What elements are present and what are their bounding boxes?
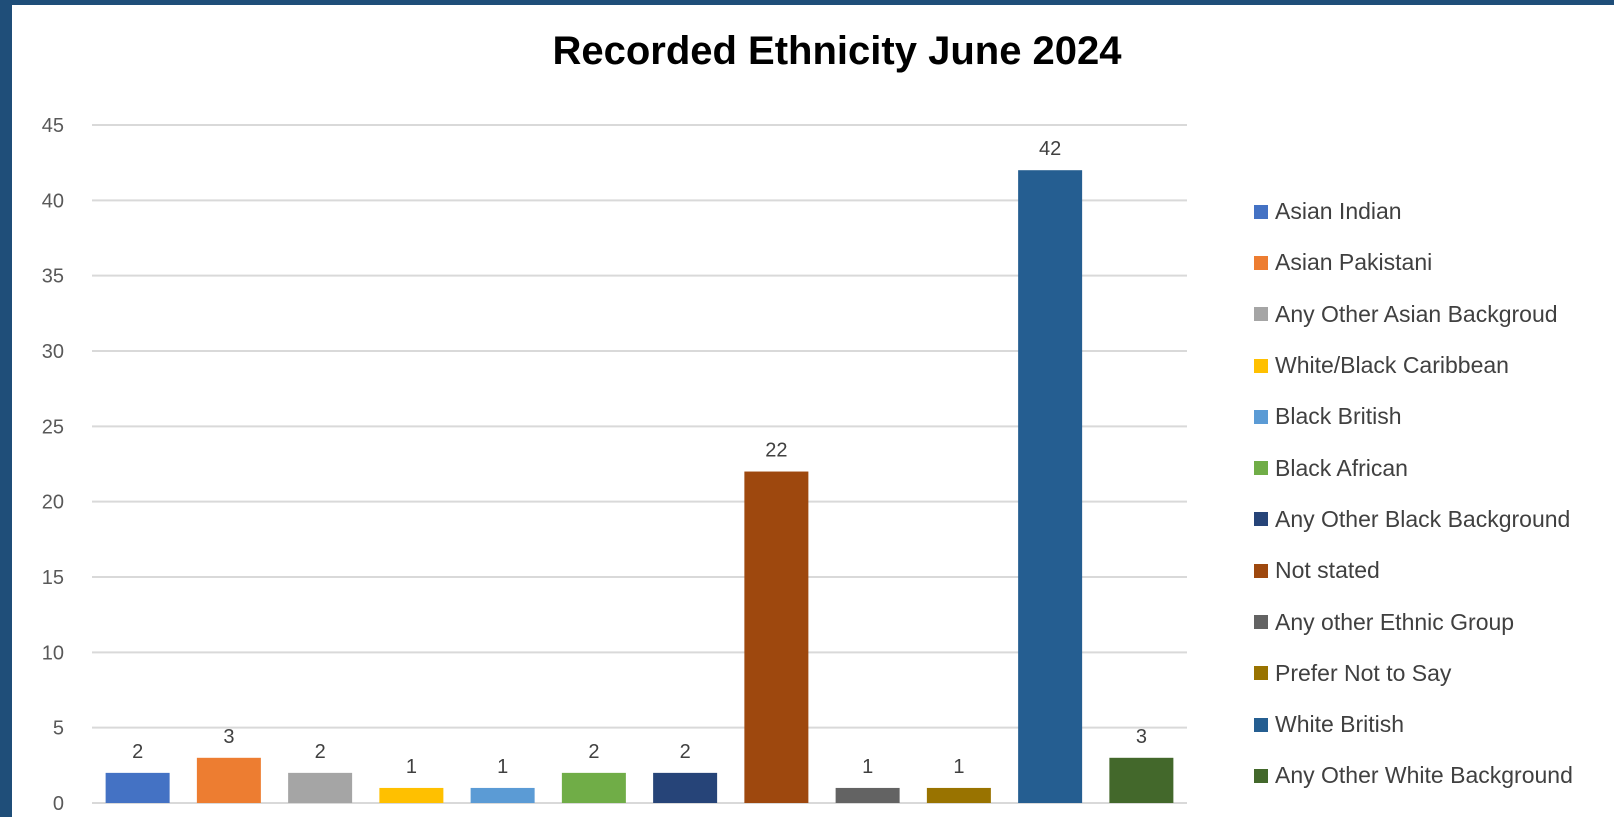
data-label: 2 bbox=[588, 741, 599, 763]
bar bbox=[288, 772, 353, 803]
legend-swatch bbox=[1254, 717, 1268, 732]
legend-swatch bbox=[1254, 512, 1268, 527]
legend-label: Black British bbox=[1275, 403, 1402, 430]
bar bbox=[196, 757, 261, 803]
y-tick-label: 40 bbox=[42, 190, 64, 212]
bar bbox=[1018, 170, 1083, 803]
legend-label: White/Black Caribbean bbox=[1275, 352, 1509, 379]
data-label: 1 bbox=[953, 756, 964, 778]
data-label: 3 bbox=[1136, 726, 1147, 748]
legend-label: Asian Indian bbox=[1275, 198, 1402, 225]
legend-label: Any Other White Background bbox=[1275, 762, 1573, 789]
bar bbox=[926, 787, 991, 803]
bar bbox=[561, 772, 626, 803]
legend-swatch bbox=[1254, 666, 1268, 681]
legend-swatch bbox=[1254, 461, 1268, 476]
legend-item: Black African bbox=[1254, 442, 1573, 493]
legend-swatch bbox=[1254, 204, 1268, 219]
chart-area: Recorded Ethnicity June 2024 0 5 10 15 20 25 3… bbox=[12, 5, 1614, 817]
bar bbox=[379, 787, 444, 803]
legend-item: Any other Ethnic Group bbox=[1254, 596, 1573, 647]
y-tick-label: 25 bbox=[42, 416, 64, 438]
bar bbox=[1109, 757, 1174, 803]
y-tick-label: 45 bbox=[42, 115, 64, 137]
bar bbox=[470, 787, 535, 803]
legend-label: Any other Ethnic Group bbox=[1275, 608, 1515, 635]
legend-swatch bbox=[1254, 358, 1268, 373]
data-label: 3 bbox=[223, 726, 234, 748]
chart-legend: Asian Indian Asian Pakistani Any Other Asi… bbox=[1254, 186, 1573, 802]
legend-label: Any Other Asian Backgroud bbox=[1275, 300, 1558, 327]
data-label: 2 bbox=[315, 741, 326, 763]
legend-label: Prefer Not to Say bbox=[1275, 659, 1452, 686]
legend-item: Any Other White Background bbox=[1254, 750, 1573, 801]
legend-label: Not stated bbox=[1275, 557, 1380, 584]
data-label: 2 bbox=[132, 741, 143, 763]
bar bbox=[744, 471, 809, 803]
legend-item: Black British bbox=[1254, 391, 1573, 442]
data-label: 22 bbox=[765, 440, 787, 462]
bar bbox=[653, 772, 718, 803]
legend-label: White British bbox=[1275, 711, 1405, 738]
y-tick-label: 35 bbox=[42, 266, 64, 288]
legend-swatch bbox=[1254, 409, 1268, 424]
data-label: 2 bbox=[680, 741, 691, 763]
data-label: 42 bbox=[1039, 138, 1061, 160]
legend-swatch bbox=[1254, 768, 1268, 783]
legend-item: Any Other Black Background bbox=[1254, 494, 1573, 545]
y-tick-label: 0 bbox=[53, 793, 64, 815]
legend-item: Asian Pakistani bbox=[1254, 237, 1573, 288]
legend-swatch bbox=[1254, 307, 1268, 322]
legend-label: Asian Pakistani bbox=[1275, 249, 1433, 276]
y-tick-label: 10 bbox=[42, 642, 64, 664]
legend-item: Not stated bbox=[1254, 545, 1573, 596]
legend-item: Any Other Asian Backgroud bbox=[1254, 289, 1573, 340]
y-tick-label: 20 bbox=[42, 492, 64, 514]
y-tick-label: 30 bbox=[42, 341, 64, 363]
legend-item: White British bbox=[1254, 699, 1573, 750]
legend-swatch bbox=[1254, 563, 1268, 578]
legend-label: Black African bbox=[1275, 454, 1408, 481]
legend-swatch bbox=[1254, 255, 1268, 270]
data-label: 1 bbox=[406, 756, 417, 778]
chart-title: Recorded Ethnicity June 2024 bbox=[552, 29, 1122, 73]
legend-item: White/Black Caribbean bbox=[1254, 340, 1573, 391]
legend-item: Prefer Not to Say bbox=[1254, 648, 1573, 699]
y-tick-label: 5 bbox=[53, 718, 64, 740]
bar bbox=[105, 772, 170, 803]
legend-swatch bbox=[1254, 615, 1268, 630]
bar bbox=[835, 787, 900, 803]
data-label: 1 bbox=[862, 756, 873, 778]
data-label: 1 bbox=[497, 756, 508, 778]
y-tick-label: 15 bbox=[42, 567, 64, 589]
legend-item: Asian Indian bbox=[1254, 186, 1573, 237]
legend-label: Any Other Black Background bbox=[1275, 505, 1571, 532]
